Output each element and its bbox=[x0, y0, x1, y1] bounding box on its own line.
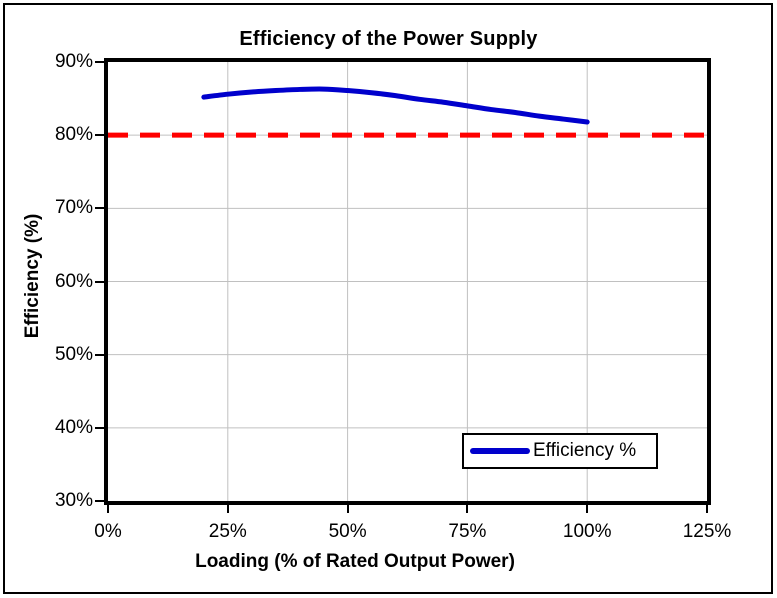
y-tick-label: 80% bbox=[54, 124, 93, 146]
efficiency-curve bbox=[201, 86, 590, 125]
x-tick-mark bbox=[706, 505, 708, 513]
x-tick-mark bbox=[226, 505, 229, 513]
y-tick-mark bbox=[95, 426, 104, 429]
x-tick-mark bbox=[346, 505, 349, 513]
legend-label: Efficiency % bbox=[533, 440, 637, 461]
y-tick-mark bbox=[95, 61, 104, 63]
plot-canvas bbox=[108, 62, 707, 501]
y-tick-label: 40% bbox=[54, 416, 93, 438]
x-axis-label: Loading (% of Rated Output Power) bbox=[195, 551, 515, 572]
x-tick-label: 50% bbox=[328, 521, 367, 542]
y-tick-label: 50% bbox=[54, 343, 93, 365]
y-tick-label: 70% bbox=[54, 197, 93, 219]
y-tick-label: 60% bbox=[54, 270, 93, 292]
chart-title: Efficiency of the Power Supply bbox=[239, 28, 538, 50]
y-tick-label: 90% bbox=[54, 51, 93, 72]
plot-area bbox=[104, 58, 711, 505]
x-tick-label: 75% bbox=[448, 521, 487, 542]
y-tick-mark bbox=[95, 500, 104, 502]
x-tick-label: 100% bbox=[562, 521, 612, 542]
y-tick-mark bbox=[95, 134, 104, 137]
legend-line-swatch bbox=[470, 448, 530, 454]
y-tick-mark bbox=[95, 207, 104, 210]
x-tick-label: 25% bbox=[208, 521, 247, 542]
y-tick-label: 30% bbox=[54, 490, 93, 511]
x-tick-mark bbox=[466, 505, 469, 513]
x-tick-mark bbox=[107, 505, 109, 513]
x-tick-label: 125% bbox=[682, 521, 732, 542]
y-tick-mark bbox=[95, 280, 104, 283]
y-axis-label: Efficiency (%) bbox=[22, 213, 43, 339]
y-tick-mark bbox=[95, 353, 104, 356]
x-tick-mark bbox=[586, 505, 589, 513]
x-tick-label: 0% bbox=[94, 521, 122, 542]
legend: Efficiency % bbox=[462, 433, 658, 469]
